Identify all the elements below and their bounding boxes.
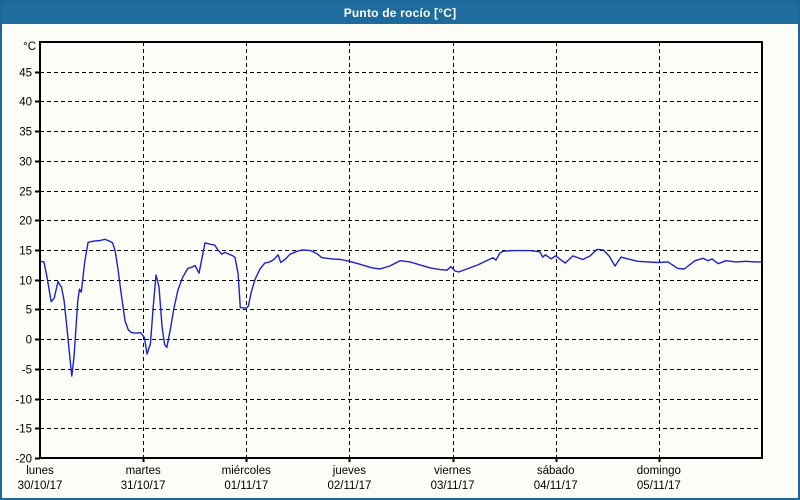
y-tick-label: 40 xyxy=(19,97,32,109)
y-tick-label: 15 xyxy=(19,246,32,258)
dew-point-line xyxy=(39,238,762,377)
y-tick-label: -20 xyxy=(15,454,32,466)
x-day-name-label: domingo xyxy=(637,465,681,477)
y-tick-label: 35 xyxy=(19,127,32,139)
chart-area: 45 40 35 30 25 20 15 10 5 0 -5 -10 -15 -20 °C lunes 30/1… xyxy=(2,24,798,498)
x-day-date-label: 01/11/17 xyxy=(224,480,268,492)
window-title: Punto de rocío [°C] xyxy=(343,6,457,20)
y-tick-label: 5 xyxy=(26,305,32,317)
x-day-name-label: viernes xyxy=(434,465,471,477)
y-tick-label: 45 xyxy=(19,68,32,80)
y-tick-label: 25 xyxy=(19,187,32,199)
x-day-date-label: 30/10/17 xyxy=(18,480,63,492)
plot-svg: 45 40 35 30 25 20 15 10 5 0 -5 -10 -15 -20 °C lunes 30/1… xyxy=(15,41,763,492)
x-day-date-label: 02/11/17 xyxy=(327,480,371,492)
x-day-date-label: 04/11/17 xyxy=(534,480,578,492)
x-day-name-label: sábado xyxy=(537,465,575,477)
y-tick-label: 30 xyxy=(19,157,32,169)
y-tick-label: 20 xyxy=(19,216,32,228)
x-day-name-label: jueves xyxy=(332,465,366,477)
y-tick-label: -10 xyxy=(15,395,32,407)
y-tick-label: -5 xyxy=(22,365,32,377)
y-tick-label: 0 xyxy=(26,335,32,347)
plot-border xyxy=(39,41,763,459)
x-day-date-label: 03/11/17 xyxy=(431,480,475,492)
x-day-name-label: miércoles xyxy=(222,465,271,477)
x-day-date-label: 31/10/17 xyxy=(121,480,166,492)
y-tick-label: -15 xyxy=(15,424,32,436)
titlebar: Punto de rocío [°C] xyxy=(2,2,798,24)
x-day-name-label: martes xyxy=(126,465,161,477)
x-day-name-label: lunes xyxy=(26,465,54,477)
y-tick-label: 10 xyxy=(19,276,32,288)
y-axis-unit-label: °C xyxy=(23,41,36,53)
x-day-date-label: 05/11/17 xyxy=(637,480,681,492)
